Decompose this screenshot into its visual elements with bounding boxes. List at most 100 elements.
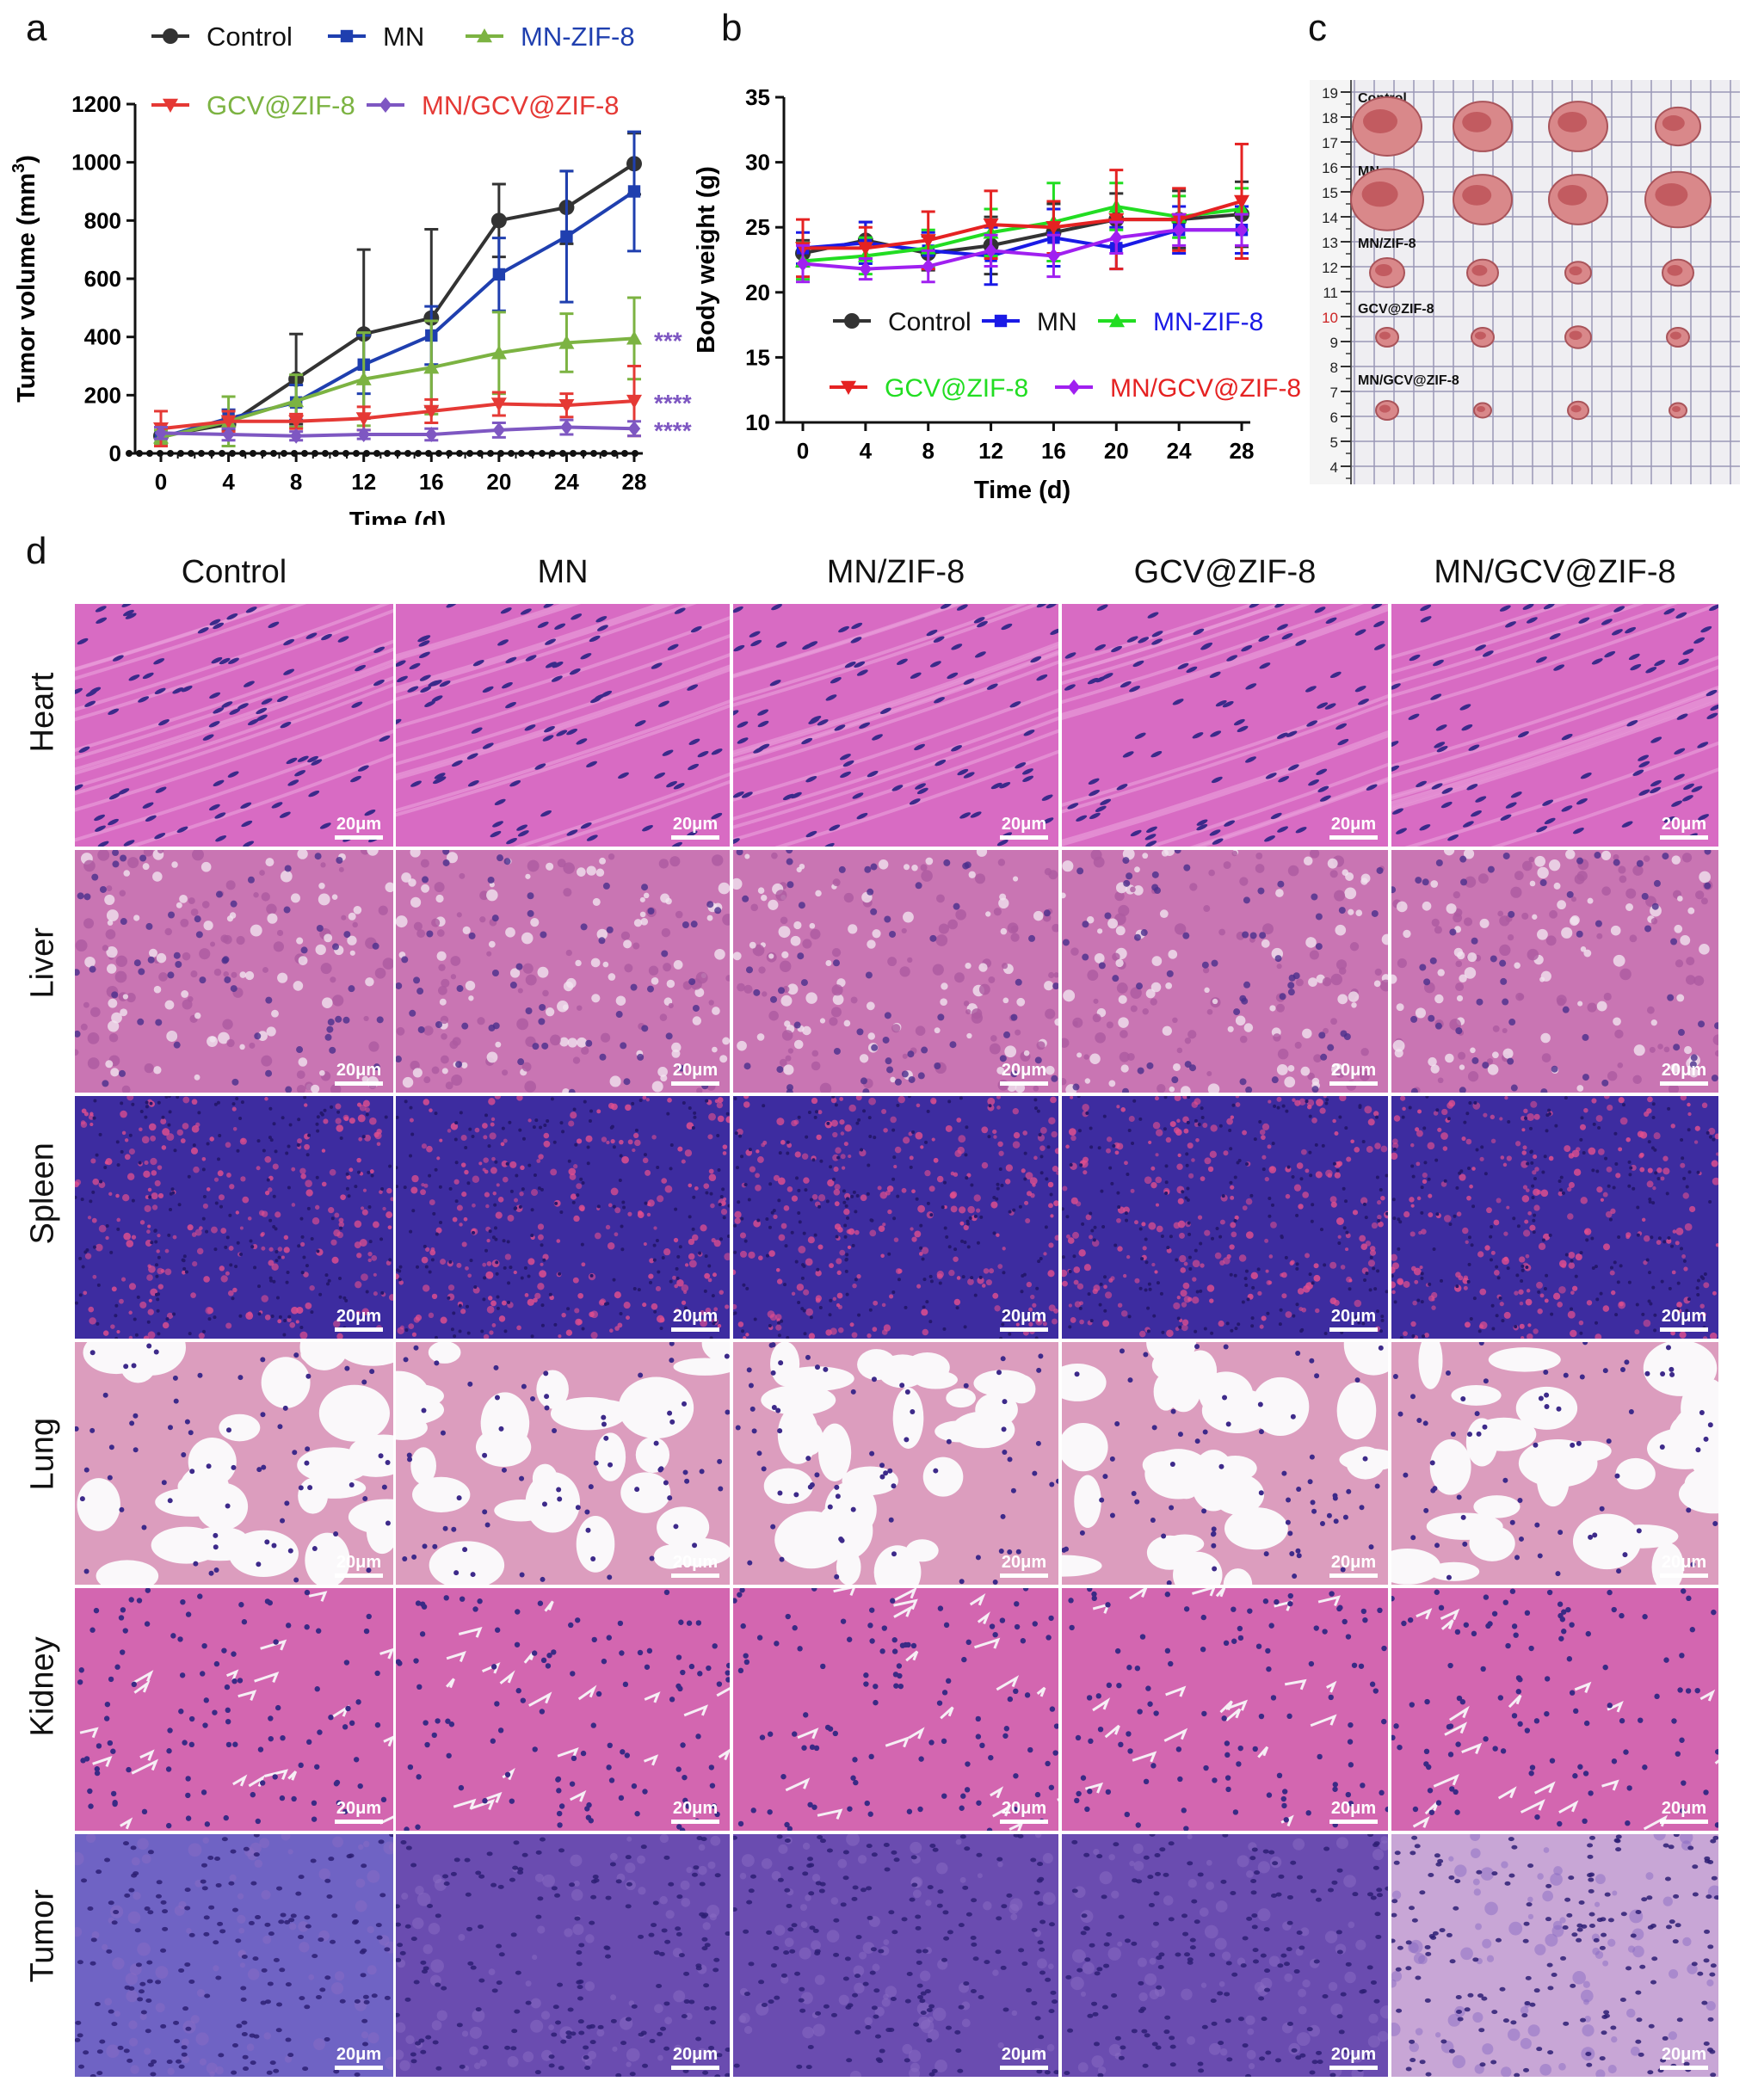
histology-image: 20μm [75, 850, 393, 1093]
histology-image: 20μm [75, 604, 393, 847]
alveolus [873, 1545, 922, 1585]
red-cell [833, 1189, 841, 1196]
red-cell [664, 1185, 673, 1193]
cytoplasm [1044, 981, 1054, 991]
cytoplasm [332, 995, 344, 1007]
red-cell [796, 1284, 805, 1291]
cytoplasm [75, 939, 88, 952]
red-cell [1533, 1204, 1540, 1211]
cytoplasm [663, 963, 672, 972]
lymphocyte [921, 1257, 925, 1261]
cytoplasm [1273, 1033, 1281, 1042]
red-cell [786, 1142, 793, 1149]
cytoplasm [559, 1037, 569, 1047]
tumor-highlight [1474, 331, 1486, 340]
red-cell [1463, 1285, 1468, 1290]
lymphocyte [1446, 1117, 1451, 1121]
nucleus [240, 802, 252, 809]
nucleus [1287, 982, 1295, 989]
lymphocyte [747, 1198, 751, 1202]
lymphocyte [1682, 1259, 1687, 1263]
lymphocyte [786, 1336, 790, 1339]
lymphocyte [1558, 1179, 1562, 1183]
red-cell [717, 1097, 724, 1103]
nucleus [297, 755, 309, 762]
lymphocyte [807, 1111, 811, 1115]
muscle-fiber [1062, 734, 1388, 847]
nucleus [711, 812, 723, 820]
red-cell [748, 1251, 756, 1259]
red-cell [148, 1298, 152, 1302]
cytoplasm [1699, 871, 1712, 884]
red-cell [439, 1138, 443, 1142]
red-cell [1245, 1231, 1254, 1239]
red-cell [1173, 1222, 1181, 1229]
cytoplasm [1601, 886, 1611, 896]
red-cell [440, 1316, 447, 1324]
cytoplasm [1614, 1029, 1624, 1039]
lymphocyte [1036, 1109, 1040, 1113]
x-tick-label: 16 [1041, 438, 1066, 464]
red-cell [1422, 1179, 1428, 1184]
nucleus [231, 1464, 237, 1470]
lymphocyte [1443, 1179, 1447, 1183]
series-line [802, 228, 1242, 271]
red-cell [358, 1136, 363, 1142]
tumor-photo: 19181716151413121110987654ControlMNMN/ZI… [1310, 80, 1740, 484]
nucleus [1281, 633, 1293, 640]
red-cell [1068, 1128, 1076, 1136]
lymphocyte [115, 1140, 120, 1144]
lymphocyte [404, 1327, 409, 1332]
lymphocyte [1490, 1303, 1495, 1308]
lymphocyte [1357, 1321, 1361, 1325]
lymphocyte [1651, 1116, 1656, 1120]
nucleus [657, 1467, 663, 1473]
cytoplasm [809, 922, 816, 929]
red-cell [841, 1166, 846, 1170]
red-cell [287, 1317, 292, 1322]
lymphocyte [430, 1258, 435, 1262]
nucleus [1459, 855, 1467, 863]
lymphocyte [1647, 1140, 1651, 1144]
red-cell [836, 1292, 843, 1299]
nucleus [1003, 1031, 1011, 1038]
lymphocyte [1273, 1104, 1277, 1108]
red-cell [491, 1156, 496, 1161]
lymphocyte [1495, 1265, 1499, 1269]
red-cell [1264, 1176, 1269, 1182]
red-cell [1128, 1115, 1135, 1123]
red-cell [291, 1167, 296, 1172]
red-cell [1378, 1221, 1384, 1228]
nucleus [176, 826, 188, 834]
cytoplasm [673, 960, 683, 970]
red-cell [992, 1292, 999, 1299]
red-cell [1156, 1225, 1163, 1233]
cytoplasm [608, 973, 616, 981]
red-cell [1151, 1262, 1156, 1267]
nucleus [1641, 892, 1649, 900]
red-cell [421, 1143, 428, 1149]
lymphocyte [998, 1167, 1002, 1172]
lymphocyte [818, 1305, 823, 1309]
nucleus [1433, 659, 1444, 667]
cytoplasm [153, 1066, 162, 1075]
baseline-dot [188, 450, 194, 457]
nucleus [418, 640, 430, 647]
cytoplasm [1284, 1076, 1296, 1088]
lymphocyte [236, 1149, 240, 1153]
lymphocyte [1249, 1193, 1254, 1198]
lymphocyte [851, 1243, 855, 1247]
lymphocyte [302, 1255, 306, 1259]
lymphocyte [581, 1327, 585, 1331]
red-cell [996, 1096, 1001, 1099]
red-cell [83, 1290, 88, 1296]
lymphocyte [960, 1239, 965, 1243]
red-cell [1360, 1243, 1368, 1251]
nucleus [606, 926, 614, 933]
nucleus [284, 865, 292, 872]
red-cell [833, 1167, 839, 1173]
red-cell [817, 1194, 826, 1202]
red-cell [931, 1137, 935, 1142]
cytoplasm [1313, 1054, 1322, 1063]
red-cell [791, 1291, 796, 1296]
